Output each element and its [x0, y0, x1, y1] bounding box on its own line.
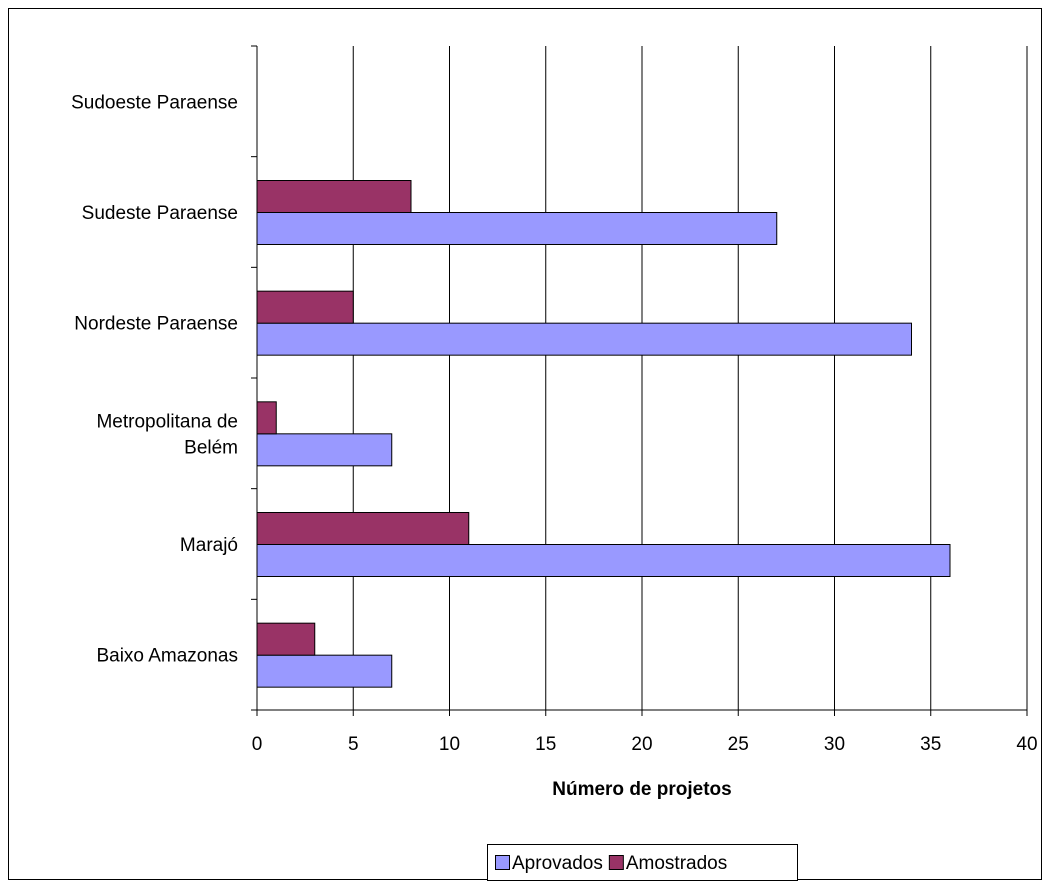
- chart-frame: [8, 8, 1042, 880]
- bar-aprovados: [256, 433, 393, 467]
- category-label: Sudeste Paraense: [82, 203, 238, 224]
- category-label-line: Sudeste Paraense: [82, 203, 238, 224]
- x-tick-label: 30: [824, 734, 845, 755]
- category-label-line: Sudoeste Paraense: [71, 92, 238, 113]
- legend-label-aprovados: Aprovados: [512, 853, 603, 874]
- bars: [256, 180, 951, 688]
- bar-aprovados: [256, 654, 393, 688]
- category-label-line: Marajó: [180, 535, 238, 556]
- x-axis-title: Número de projetos: [552, 779, 731, 800]
- x-tick-label: 25: [728, 734, 749, 755]
- axes: [251, 45, 1028, 716]
- category-label: Metropolitana de Belém: [96, 411, 238, 458]
- bar-amostrados: [256, 401, 277, 435]
- legend-swatch-aprovados: [495, 855, 510, 870]
- x-tick-label: 0: [252, 734, 263, 755]
- legend-label-amostrados: Amostrados: [626, 853, 727, 874]
- x-tick-label: 20: [631, 734, 652, 755]
- category-label: Sudoeste Paraense: [71, 92, 238, 113]
- category-label-line: Baixo Amazonas: [96, 646, 238, 667]
- x-tick-label: 40: [1016, 734, 1037, 755]
- bar-aprovados: [256, 544, 951, 577]
- legend-box: [487, 844, 798, 881]
- category-label: Marajó: [180, 535, 238, 556]
- legend: Aprovados Amostrados: [487, 844, 798, 881]
- legend-swatch-amostrados: [608, 855, 624, 870]
- gridlines: [352, 46, 1028, 710]
- category-label: Nordeste Paraense: [74, 314, 238, 335]
- bar-amostrados: [256, 180, 412, 213]
- category-label-line: Metropolitana de: [96, 411, 238, 432]
- x-tick-label: 10: [439, 734, 460, 755]
- category-label-line: Nordeste Paraense: [74, 314, 238, 335]
- x-tick-label: 15: [535, 734, 556, 755]
- x-tick-label: 35: [920, 734, 941, 755]
- bar-amostrados: [256, 622, 316, 656]
- bar-aprovados: [256, 212, 778, 245]
- bar-aprovados: [256, 322, 912, 356]
- bar-amostrados: [256, 512, 470, 545]
- x-tick-label: 5: [348, 734, 359, 755]
- category-label: Baixo Amazonas: [96, 646, 238, 667]
- bar-amostrados: [256, 290, 354, 324]
- category-label-line: Belém: [184, 437, 238, 458]
- labels: 0 5 10 15 20 25 30 35 40 Sudoeste Paraense Sudeste…: [71, 92, 1037, 800]
